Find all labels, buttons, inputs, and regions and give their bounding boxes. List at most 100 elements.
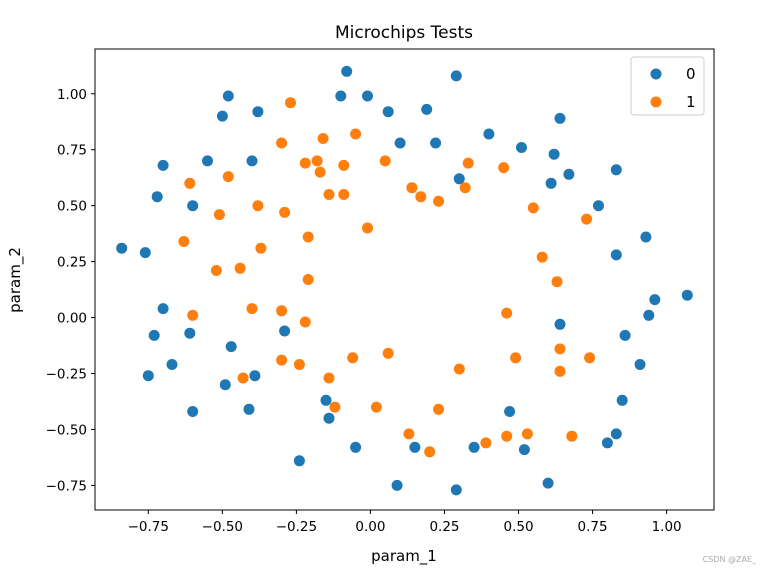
point-series-1-40 xyxy=(382,347,394,359)
point-series-0-24 xyxy=(593,200,604,212)
point-series-1-10 xyxy=(222,171,234,183)
point-series-1-31 xyxy=(302,274,314,285)
point-series-0-19 xyxy=(610,164,622,176)
x-tick-label: 0.75 xyxy=(578,519,608,535)
point-series-1-42 xyxy=(510,352,522,364)
point-series-0-22 xyxy=(151,191,163,203)
point-series-1-12 xyxy=(184,177,196,189)
point-series-1-56 xyxy=(480,437,492,449)
point-series-0-2 xyxy=(222,90,234,102)
point-series-0-43 xyxy=(219,379,231,391)
point-series-0-52 xyxy=(350,441,362,453)
y-axis: −0.75 −0.50 −0.25 0.00 0.25 0.50 0.75 1.00 xyxy=(46,87,95,494)
point-series-0-31 xyxy=(157,303,169,315)
point-series-1-35 xyxy=(187,309,199,321)
y-tick-label: 0.25 xyxy=(57,255,87,271)
point-series-1-37 xyxy=(299,316,311,328)
legend-marker-1 xyxy=(650,96,662,108)
point-series-1-55 xyxy=(566,430,578,442)
point-series-1-50 xyxy=(370,401,382,413)
point-series-0-1 xyxy=(450,70,462,82)
point-series-1-7 xyxy=(379,155,391,167)
legend-box xyxy=(630,56,705,116)
point-series-1-15 xyxy=(323,189,335,200)
point-series-1-46 xyxy=(554,365,566,377)
point-series-0-35 xyxy=(148,329,160,341)
legend-label-1: 1 xyxy=(686,93,696,111)
point-series-0-5 xyxy=(216,110,228,122)
x-tick-label: −0.50 xyxy=(202,519,243,535)
point-series-1-5 xyxy=(311,155,323,167)
point-series-0-23 xyxy=(187,200,199,212)
point-series-1-4 xyxy=(299,157,311,169)
point-series-1-29 xyxy=(210,265,222,276)
point-series-1-48 xyxy=(323,372,335,384)
point-series-0-34 xyxy=(184,327,196,339)
point-series-1-27 xyxy=(255,242,267,254)
point-series-1-38 xyxy=(554,343,566,355)
point-series-0-15 xyxy=(157,159,169,171)
y-axis-label: param_2 xyxy=(6,247,25,313)
point-series-1-1 xyxy=(350,128,362,140)
point-series-0-40 xyxy=(634,359,646,370)
point-series-1-44 xyxy=(293,359,305,370)
point-series-0-8 xyxy=(421,103,433,115)
point-series-0-54 xyxy=(468,441,480,453)
y-tick-label: 0.00 xyxy=(57,311,87,327)
point-series-0-45 xyxy=(616,394,628,406)
point-series-1-17 xyxy=(415,191,427,203)
y-tick-label: −0.25 xyxy=(46,366,87,382)
point-series-0-41 xyxy=(142,370,154,382)
point-series-0-49 xyxy=(504,406,516,417)
point-series-0-39 xyxy=(166,359,178,370)
point-series-0-0 xyxy=(341,65,353,77)
points-layer xyxy=(116,65,693,496)
point-series-0-12 xyxy=(430,137,442,149)
point-series-0-46 xyxy=(187,406,199,417)
point-series-1-3 xyxy=(276,137,288,149)
y-tick-label: −0.50 xyxy=(46,422,87,438)
point-series-0-3 xyxy=(335,90,347,102)
point-series-0-53 xyxy=(409,441,421,453)
point-series-0-20 xyxy=(453,173,465,185)
point-series-0-58 xyxy=(450,484,462,496)
point-series-1-0 xyxy=(285,97,296,109)
point-series-0-17 xyxy=(246,155,258,167)
x-axis: −0.75 −0.50 −0.25 0.00 0.25 0.50 0.75 1.00 xyxy=(128,510,682,535)
point-series-1-39 xyxy=(347,352,359,364)
point-series-1-30 xyxy=(234,262,246,274)
point-series-1-36 xyxy=(501,307,513,319)
point-series-0-14 xyxy=(548,148,560,160)
chart-title: Microchips Tests xyxy=(335,23,473,43)
point-series-1-18 xyxy=(433,195,445,207)
point-series-1-47 xyxy=(237,372,249,384)
point-series-0-26 xyxy=(139,247,151,259)
point-series-1-49 xyxy=(329,401,341,413)
point-series-0-51 xyxy=(601,437,613,449)
point-series-1-33 xyxy=(246,303,258,315)
point-series-0-18 xyxy=(563,168,575,180)
plot-frame xyxy=(94,48,715,511)
point-series-0-32 xyxy=(643,309,655,321)
point-series-0-6 xyxy=(252,106,264,118)
legend: 0 1 xyxy=(630,56,705,116)
point-series-0-7 xyxy=(382,106,394,118)
point-series-0-4 xyxy=(362,90,373,102)
y-tick-label: 0.50 xyxy=(57,199,87,215)
y-tick-label: 1.00 xyxy=(57,87,87,103)
point-series-0-37 xyxy=(619,329,631,341)
point-series-0-13 xyxy=(516,142,527,153)
x-tick-label: −0.25 xyxy=(276,519,317,535)
y-tick-label: 0.75 xyxy=(57,143,87,159)
point-series-1-8 xyxy=(462,157,474,169)
point-series-1-9 xyxy=(498,162,510,174)
point-series-1-6 xyxy=(338,159,350,171)
point-series-0-38 xyxy=(225,341,237,353)
point-series-1-21 xyxy=(279,206,291,218)
x-tick-label: 1.00 xyxy=(652,519,682,535)
point-series-1-52 xyxy=(403,428,415,440)
legend-label-0: 0 xyxy=(686,65,696,83)
point-series-1-32 xyxy=(551,276,563,288)
point-series-0-29 xyxy=(681,289,693,301)
point-series-1-45 xyxy=(453,363,465,375)
